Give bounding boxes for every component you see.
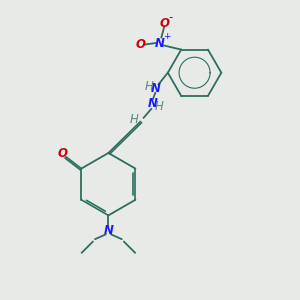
Text: -: - — [169, 11, 173, 24]
Text: N: N — [155, 37, 165, 50]
Text: N: N — [148, 97, 158, 110]
Text: N: N — [150, 82, 160, 95]
Text: H: H — [130, 112, 138, 126]
Text: O: O — [136, 38, 146, 51]
Text: N: N — [103, 224, 113, 237]
Text: +: + — [163, 32, 170, 41]
Text: O: O — [57, 147, 67, 160]
Text: H: H — [144, 80, 153, 93]
Text: O: O — [159, 17, 169, 30]
Text: H: H — [155, 100, 164, 113]
